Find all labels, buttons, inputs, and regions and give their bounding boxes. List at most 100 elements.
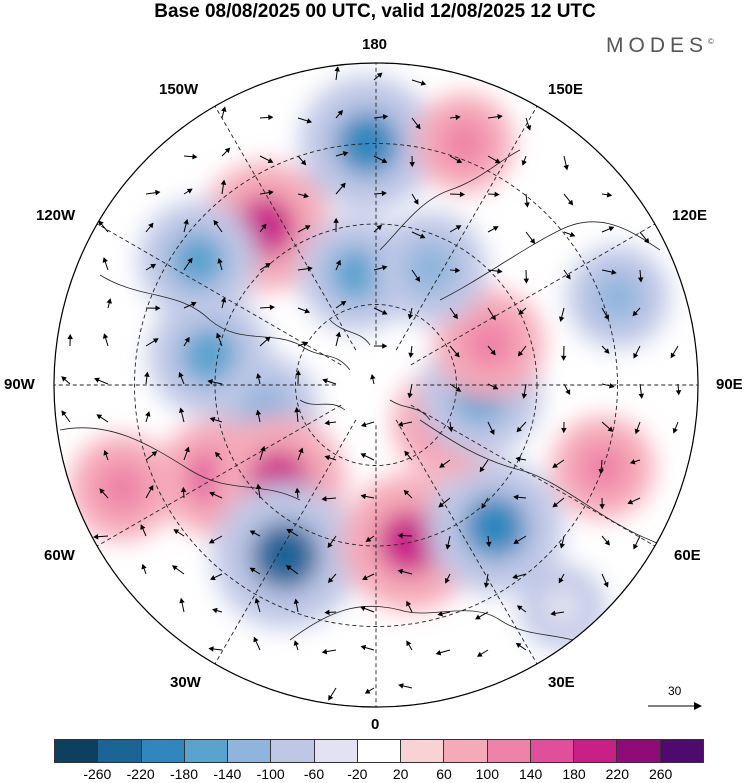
wind-vector-head bbox=[381, 158, 388, 163]
anomaly-core bbox=[180, 327, 239, 385]
wind-vector-head bbox=[294, 487, 301, 494]
anomaly-core bbox=[463, 495, 527, 559]
wind-vector-head bbox=[406, 640, 412, 647]
wind-vector-head bbox=[67, 333, 73, 340]
wind-vector-head bbox=[525, 124, 532, 131]
wind-vector-head bbox=[382, 343, 388, 349]
wind-vector-head bbox=[213, 219, 219, 226]
wind-vector-head bbox=[513, 538, 520, 544]
wind-vector-head bbox=[515, 456, 521, 462]
wind-vector-head bbox=[381, 190, 387, 197]
wind-vector-head bbox=[304, 308, 311, 314]
wind-vector-head bbox=[604, 348, 610, 354]
wind-vector-head bbox=[306, 118, 313, 124]
wind-vector-head bbox=[563, 164, 569, 171]
wind-vector-head bbox=[438, 502, 445, 508]
wind-vector-head bbox=[398, 683, 404, 689]
wind-vector-head bbox=[524, 202, 530, 208]
wind-vector-head bbox=[208, 538, 215, 544]
anomaly-core bbox=[97, 462, 147, 513]
colorbar-swatch bbox=[574, 740, 618, 762]
wind-vector-head bbox=[459, 191, 466, 198]
wind-vector-head bbox=[293, 598, 300, 605]
wind-vector-head bbox=[155, 189, 161, 196]
wind-vector-head bbox=[603, 581, 609, 588]
colorbar-swatch bbox=[55, 740, 99, 762]
wind-vector-head bbox=[321, 496, 327, 502]
colorbar-tick-label: -220 bbox=[126, 766, 155, 782]
wind-vector-head bbox=[364, 688, 371, 694]
wind-vector-head bbox=[268, 114, 274, 121]
colorbar-swatch bbox=[401, 740, 445, 762]
wind-vector-head bbox=[335, 259, 341, 266]
label-lon-60e: 60E bbox=[674, 547, 701, 564]
colorbar-swatch bbox=[530, 740, 575, 762]
wind-vector-head bbox=[212, 607, 218, 614]
wind-vector-head bbox=[327, 542, 333, 549]
wind-vector-head bbox=[333, 217, 339, 223]
coastline-segment bbox=[299, 319, 431, 421]
anomaly-core bbox=[463, 318, 515, 370]
wind-vector-head bbox=[409, 162, 415, 168]
wind-vector-head bbox=[552, 462, 558, 468]
wind-vector-head bbox=[382, 114, 389, 120]
wind-vector-head bbox=[304, 225, 311, 231]
map-border bbox=[53, 62, 699, 708]
wind-vector-head bbox=[148, 484, 154, 491]
wind-vector-head bbox=[254, 597, 260, 604]
meridian-line bbox=[214, 105, 357, 351]
wind-vector-head bbox=[293, 640, 299, 646]
wind-vector-head bbox=[561, 428, 567, 434]
wind-vector-head bbox=[98, 220, 104, 227]
wind-vector-head bbox=[102, 333, 109, 339]
wind-vector-head bbox=[99, 488, 105, 494]
wind-vector-head bbox=[184, 336, 190, 343]
wind-vector-head bbox=[249, 530, 256, 536]
colorbar-swatch bbox=[271, 740, 315, 762]
wind-vector-head bbox=[286, 528, 293, 534]
wind-vector-head bbox=[145, 411, 151, 417]
anomaly-field bbox=[69, 75, 670, 650]
wind-vector-head bbox=[187, 257, 193, 264]
wind-vector-head bbox=[485, 541, 492, 548]
wind-vector-head bbox=[559, 543, 565, 549]
colorbar-tick-label: 140 bbox=[518, 766, 543, 782]
wind-vector-head bbox=[151, 451, 158, 457]
colorbar-swatch bbox=[357, 740, 402, 762]
wind-vector-head bbox=[381, 265, 388, 271]
meridian-line bbox=[410, 404, 656, 547]
graticule bbox=[54, 63, 698, 707]
wind-vector-head bbox=[397, 421, 404, 427]
wind-vector-head bbox=[420, 80, 427, 86]
wind-vector-head bbox=[183, 219, 189, 225]
anomaly-core bbox=[404, 241, 457, 295]
wind-vector-head bbox=[178, 371, 184, 378]
colorbar-swatch bbox=[314, 740, 358, 762]
wind-vector-head bbox=[186, 188, 193, 194]
label-lon-120w: 120W bbox=[36, 207, 76, 224]
meridian-line bbox=[96, 223, 342, 366]
wind-vector-head bbox=[360, 493, 367, 500]
wind-vector-head bbox=[298, 447, 304, 454]
wind-vector-head bbox=[516, 605, 523, 611]
wind-vector-head bbox=[413, 199, 419, 205]
wind-vector-head bbox=[179, 597, 185, 604]
wind-vector-head bbox=[220, 297, 227, 303]
wind-vector-head bbox=[207, 379, 213, 385]
wind-vector-head bbox=[260, 445, 266, 452]
wind-vector-head bbox=[220, 179, 227, 186]
wind-vector-head bbox=[550, 610, 556, 617]
wind-vector-head bbox=[397, 568, 404, 575]
meridian-line bbox=[410, 223, 656, 366]
label-lon-60w: 60W bbox=[44, 547, 75, 564]
colorbar-swatch bbox=[141, 740, 185, 762]
colorbar-tick-label: -20 bbox=[347, 766, 368, 782]
wind-vector-head bbox=[360, 453, 367, 459]
wind-vector-head bbox=[328, 694, 334, 701]
wind-vector-head bbox=[529, 238, 536, 244]
colorbar-swatch bbox=[184, 740, 229, 762]
wind-vector-head bbox=[93, 533, 99, 540]
wind-vector-head bbox=[335, 331, 341, 338]
anomaly-core bbox=[440, 119, 488, 167]
wind-vector-head bbox=[497, 268, 503, 274]
